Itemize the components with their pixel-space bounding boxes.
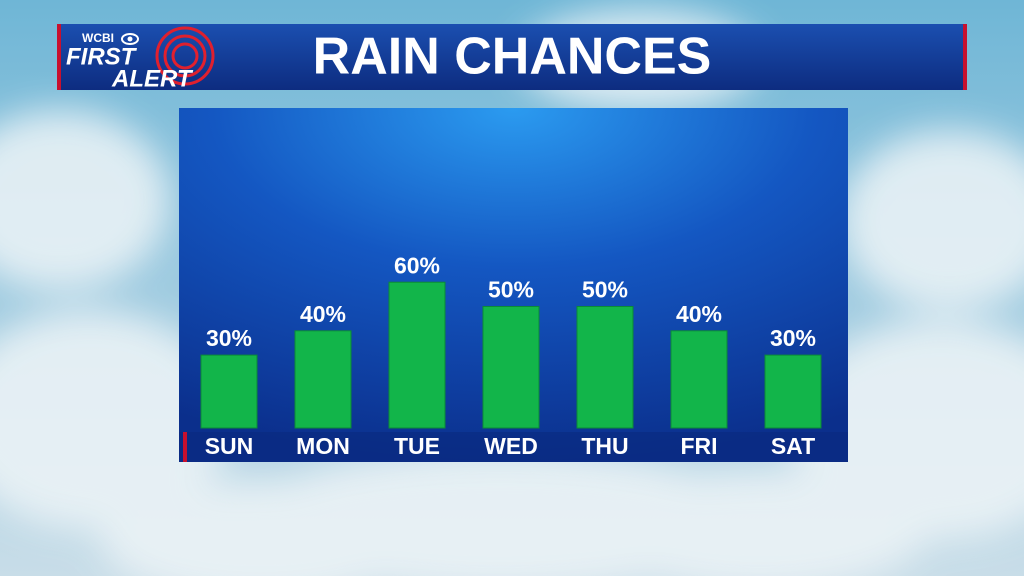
header-accent-right (963, 24, 967, 90)
label-strip-accent (183, 432, 187, 462)
radar-rings (155, 26, 215, 86)
logo-first: FIRST (66, 43, 138, 70)
cbs-eye-pupil (127, 36, 133, 42)
bar (482, 306, 540, 429)
value-label: 50% (582, 277, 628, 303)
header-accent-left (57, 24, 61, 90)
bar (576, 306, 634, 429)
value-label: 40% (676, 301, 722, 327)
bar (764, 354, 822, 429)
x-tick-label: FRI (680, 433, 717, 459)
label-strip (179, 432, 848, 462)
x-tick-label: SUN (205, 433, 254, 459)
bar (670, 330, 728, 429)
chart-title: RAIN CHANCES (313, 28, 712, 86)
bar (200, 354, 258, 429)
x-tick-label: THU (581, 433, 628, 459)
station-name: WCBI (82, 31, 114, 45)
x-tick-label: MON (296, 433, 350, 459)
logo-alert: ALERT (111, 65, 194, 92)
cbs-eye (121, 33, 139, 45)
x-tick-label: SAT (771, 433, 815, 459)
bar (388, 281, 446, 429)
value-label: 30% (770, 325, 816, 351)
x-tick-label: TUE (394, 433, 440, 459)
value-label: 40% (300, 301, 346, 327)
x-tick-label: WED (484, 433, 538, 459)
clouds (0, 10, 1024, 576)
header-bar (57, 24, 967, 90)
bar (294, 330, 352, 429)
value-label: 50% (488, 277, 534, 303)
logo: WCBI FIRST ALERT (66, 26, 215, 92)
value-label: 30% (206, 325, 252, 351)
value-label: 60% (394, 252, 440, 278)
